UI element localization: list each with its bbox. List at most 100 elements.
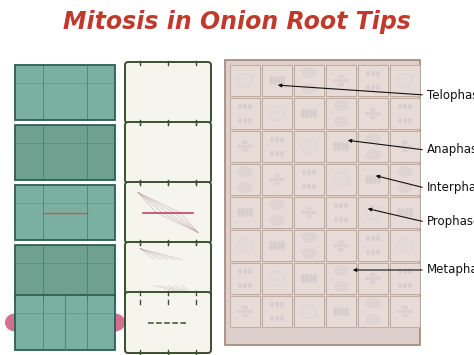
Ellipse shape bbox=[313, 109, 317, 119]
Ellipse shape bbox=[302, 169, 306, 175]
Ellipse shape bbox=[341, 142, 345, 152]
Ellipse shape bbox=[306, 214, 312, 218]
Ellipse shape bbox=[237, 73, 253, 87]
Ellipse shape bbox=[270, 137, 274, 142]
Ellipse shape bbox=[398, 166, 412, 176]
Ellipse shape bbox=[366, 149, 380, 159]
Bar bbox=[230, 263, 260, 294]
Ellipse shape bbox=[61, 278, 69, 289]
Ellipse shape bbox=[247, 310, 253, 313]
FancyBboxPatch shape bbox=[125, 242, 211, 303]
Ellipse shape bbox=[371, 277, 375, 280]
Ellipse shape bbox=[280, 137, 284, 142]
Bar bbox=[326, 230, 356, 261]
Ellipse shape bbox=[339, 202, 343, 208]
Bar bbox=[230, 197, 260, 228]
Ellipse shape bbox=[366, 235, 370, 241]
Ellipse shape bbox=[334, 202, 338, 208]
Ellipse shape bbox=[171, 255, 179, 264]
Ellipse shape bbox=[176, 149, 184, 155]
Ellipse shape bbox=[408, 118, 412, 124]
Ellipse shape bbox=[237, 208, 241, 218]
Ellipse shape bbox=[334, 282, 348, 291]
Ellipse shape bbox=[164, 206, 172, 219]
Ellipse shape bbox=[43, 278, 51, 289]
Ellipse shape bbox=[366, 84, 370, 91]
Ellipse shape bbox=[275, 137, 279, 142]
Bar bbox=[262, 164, 292, 195]
Ellipse shape bbox=[370, 280, 376, 284]
Ellipse shape bbox=[397, 73, 413, 87]
Ellipse shape bbox=[275, 151, 279, 157]
Bar bbox=[294, 164, 324, 195]
Ellipse shape bbox=[43, 256, 51, 268]
Ellipse shape bbox=[338, 240, 344, 244]
Ellipse shape bbox=[339, 217, 343, 223]
Ellipse shape bbox=[375, 111, 381, 115]
Ellipse shape bbox=[243, 283, 247, 289]
Ellipse shape bbox=[170, 206, 178, 219]
Ellipse shape bbox=[243, 118, 247, 124]
Bar bbox=[358, 230, 388, 261]
Text: Telophase: Telophase bbox=[427, 88, 474, 102]
Ellipse shape bbox=[156, 305, 164, 312]
Bar bbox=[230, 131, 260, 162]
Ellipse shape bbox=[366, 250, 370, 256]
Text: Mitosis in Onion Root Tips: Mitosis in Onion Root Tips bbox=[63, 10, 411, 34]
Ellipse shape bbox=[333, 142, 337, 152]
Bar bbox=[390, 296, 420, 327]
Ellipse shape bbox=[341, 306, 345, 317]
Ellipse shape bbox=[270, 200, 284, 209]
Ellipse shape bbox=[398, 104, 402, 109]
Ellipse shape bbox=[333, 244, 339, 247]
Ellipse shape bbox=[339, 78, 343, 82]
Ellipse shape bbox=[305, 273, 309, 284]
Ellipse shape bbox=[171, 280, 179, 290]
FancyBboxPatch shape bbox=[125, 292, 211, 353]
Ellipse shape bbox=[248, 283, 252, 289]
Ellipse shape bbox=[237, 310, 243, 313]
Bar bbox=[262, 197, 292, 228]
Ellipse shape bbox=[79, 256, 87, 268]
Ellipse shape bbox=[365, 175, 369, 185]
Ellipse shape bbox=[281, 76, 285, 86]
Ellipse shape bbox=[241, 208, 245, 218]
Bar bbox=[262, 296, 292, 327]
Bar bbox=[230, 98, 260, 129]
Ellipse shape bbox=[333, 306, 337, 317]
Ellipse shape bbox=[242, 141, 248, 144]
Ellipse shape bbox=[152, 206, 160, 219]
Bar bbox=[262, 65, 292, 96]
Ellipse shape bbox=[269, 76, 273, 86]
FancyBboxPatch shape bbox=[125, 182, 211, 243]
Bar bbox=[390, 98, 420, 129]
Ellipse shape bbox=[375, 277, 381, 280]
Bar bbox=[294, 230, 324, 261]
Ellipse shape bbox=[280, 301, 284, 307]
Bar bbox=[294, 197, 324, 228]
Ellipse shape bbox=[343, 78, 349, 82]
Bar bbox=[390, 197, 420, 228]
Ellipse shape bbox=[334, 217, 338, 223]
Ellipse shape bbox=[403, 268, 407, 274]
Ellipse shape bbox=[313, 273, 317, 284]
Ellipse shape bbox=[164, 255, 172, 264]
Ellipse shape bbox=[5, 313, 25, 332]
Text: Anaphase: Anaphase bbox=[427, 143, 474, 157]
Ellipse shape bbox=[243, 268, 247, 274]
Ellipse shape bbox=[45, 77, 81, 109]
Ellipse shape bbox=[275, 301, 279, 307]
Ellipse shape bbox=[366, 299, 380, 308]
Ellipse shape bbox=[403, 118, 407, 124]
Ellipse shape bbox=[43, 252, 87, 293]
Ellipse shape bbox=[243, 144, 247, 148]
Ellipse shape bbox=[371, 235, 375, 241]
Ellipse shape bbox=[155, 157, 164, 163]
FancyBboxPatch shape bbox=[125, 122, 211, 183]
Bar bbox=[390, 164, 420, 195]
Bar bbox=[230, 164, 260, 195]
Ellipse shape bbox=[312, 169, 316, 175]
Bar bbox=[358, 197, 388, 228]
Ellipse shape bbox=[398, 268, 402, 274]
Text: Interphase: Interphase bbox=[427, 181, 474, 195]
